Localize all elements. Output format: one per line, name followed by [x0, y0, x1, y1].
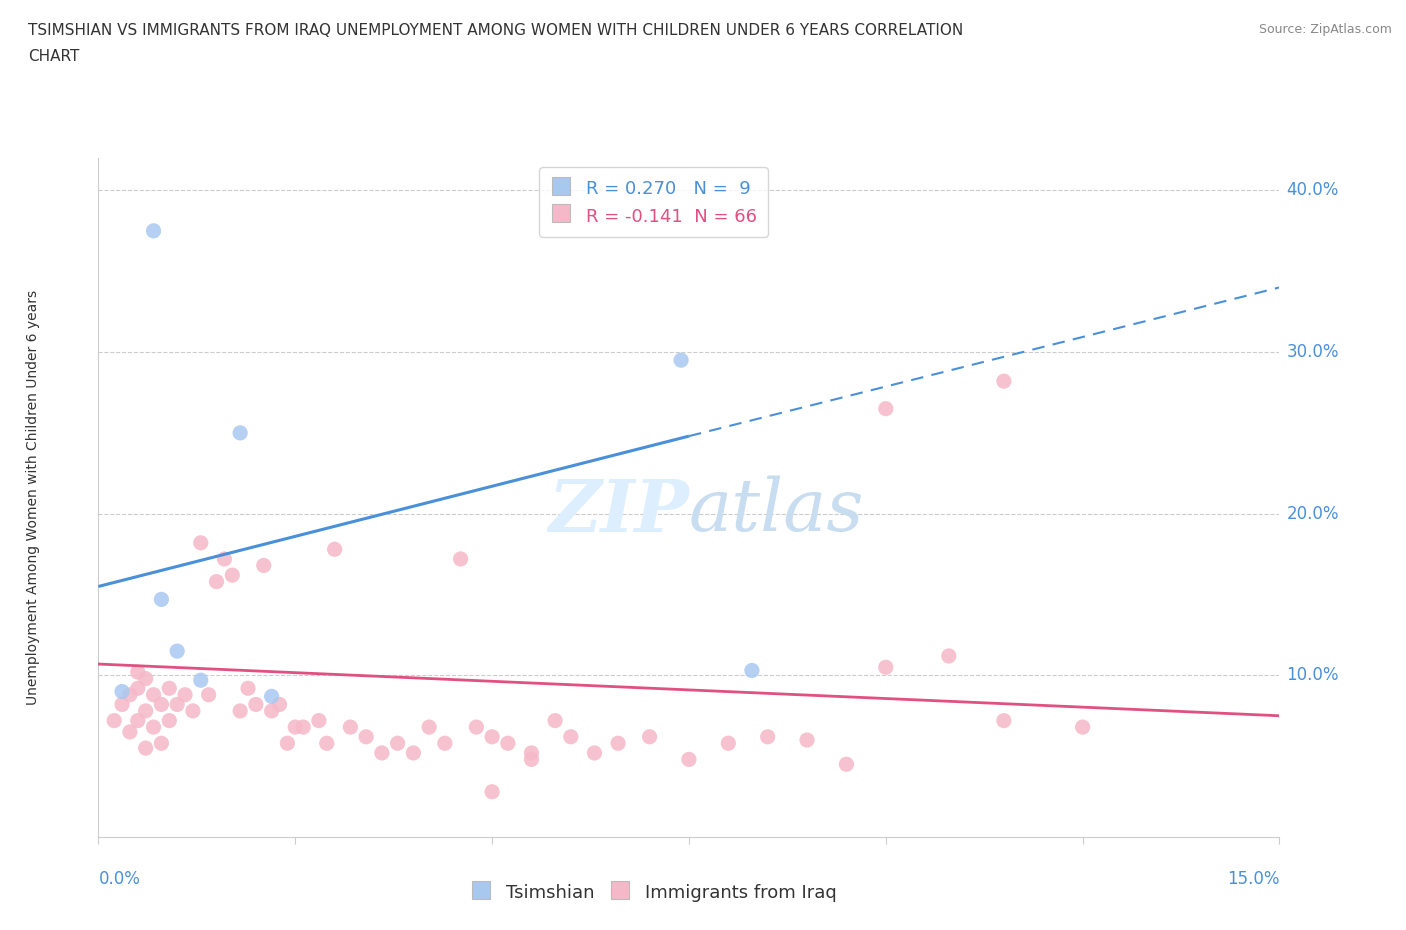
Text: 20.0%: 20.0% [1286, 505, 1339, 523]
Point [741, 663, 763, 678]
Point [756, 729, 779, 744]
Point [236, 681, 259, 696]
Point [993, 713, 1015, 728]
Text: 0.0%: 0.0% [98, 870, 141, 887]
Point [150, 736, 173, 751]
Text: 15.0%: 15.0% [1227, 870, 1279, 887]
Point [245, 697, 267, 711]
Point [544, 713, 567, 728]
Point [433, 736, 456, 751]
Point [371, 746, 394, 761]
Point [260, 703, 283, 718]
Point [150, 592, 173, 607]
Point [323, 542, 346, 557]
Point [157, 681, 180, 696]
Point [481, 729, 503, 744]
Point [678, 752, 700, 767]
Point [190, 536, 212, 551]
Text: atlas: atlas [689, 476, 865, 547]
Point [339, 720, 361, 735]
Point [607, 736, 630, 751]
Point [796, 733, 818, 748]
Text: 10.0%: 10.0% [1286, 667, 1339, 684]
Point [135, 703, 157, 718]
Text: Unemployment Among Women with Children Under 6 years: Unemployment Among Women with Children U… [27, 290, 41, 705]
Point [214, 551, 236, 566]
Point [938, 648, 960, 663]
Point [205, 574, 228, 589]
Point [308, 713, 330, 728]
Point [835, 757, 858, 772]
Point [118, 724, 141, 739]
Point [253, 558, 276, 573]
Point [229, 425, 252, 440]
Point [135, 671, 157, 686]
Point [481, 784, 503, 799]
Point [1071, 720, 1094, 735]
Point [418, 720, 440, 735]
Point [260, 689, 283, 704]
Point [221, 567, 243, 582]
Point [284, 720, 307, 735]
Point [127, 713, 149, 728]
Point [354, 729, 377, 744]
Point [875, 401, 897, 416]
Text: 40.0%: 40.0% [1286, 181, 1339, 199]
Point [993, 374, 1015, 389]
Point [166, 697, 188, 711]
Point [229, 703, 252, 718]
Point [142, 223, 165, 238]
Point [150, 697, 173, 711]
Point [520, 746, 543, 761]
Point [190, 672, 212, 687]
Point [520, 752, 543, 767]
Point [174, 687, 197, 702]
Point [292, 720, 315, 735]
Point [269, 697, 291, 711]
Point [638, 729, 661, 744]
Text: TSIMSHIAN VS IMMIGRANTS FROM IRAQ UNEMPLOYMENT AMONG WOMEN WITH CHILDREN UNDER 6: TSIMSHIAN VS IMMIGRANTS FROM IRAQ UNEMPL… [28, 23, 963, 38]
Point [135, 740, 157, 755]
Point [875, 660, 897, 675]
Point [276, 736, 298, 751]
Text: Source: ZipAtlas.com: Source: ZipAtlas.com [1258, 23, 1392, 36]
Point [142, 720, 165, 735]
Point [450, 551, 472, 566]
Text: CHART: CHART [28, 49, 80, 64]
Point [402, 746, 425, 761]
Point [465, 720, 488, 735]
Point [118, 687, 141, 702]
Point [717, 736, 740, 751]
Legend: Tsimshian, Immigrants from Iraq: Tsimshian, Immigrants from Iraq [463, 874, 844, 910]
Point [127, 665, 149, 680]
Text: ZIP: ZIP [548, 475, 689, 547]
Point [315, 736, 337, 751]
Point [166, 644, 188, 658]
Point [142, 687, 165, 702]
Point [496, 736, 519, 751]
Point [181, 703, 204, 718]
Point [103, 713, 125, 728]
Point [669, 352, 692, 367]
Point [111, 697, 134, 711]
Point [387, 736, 409, 751]
Point [157, 713, 180, 728]
Point [127, 681, 149, 696]
Text: 30.0%: 30.0% [1286, 343, 1339, 361]
Point [111, 684, 134, 699]
Point [583, 746, 606, 761]
Point [197, 687, 219, 702]
Point [560, 729, 582, 744]
